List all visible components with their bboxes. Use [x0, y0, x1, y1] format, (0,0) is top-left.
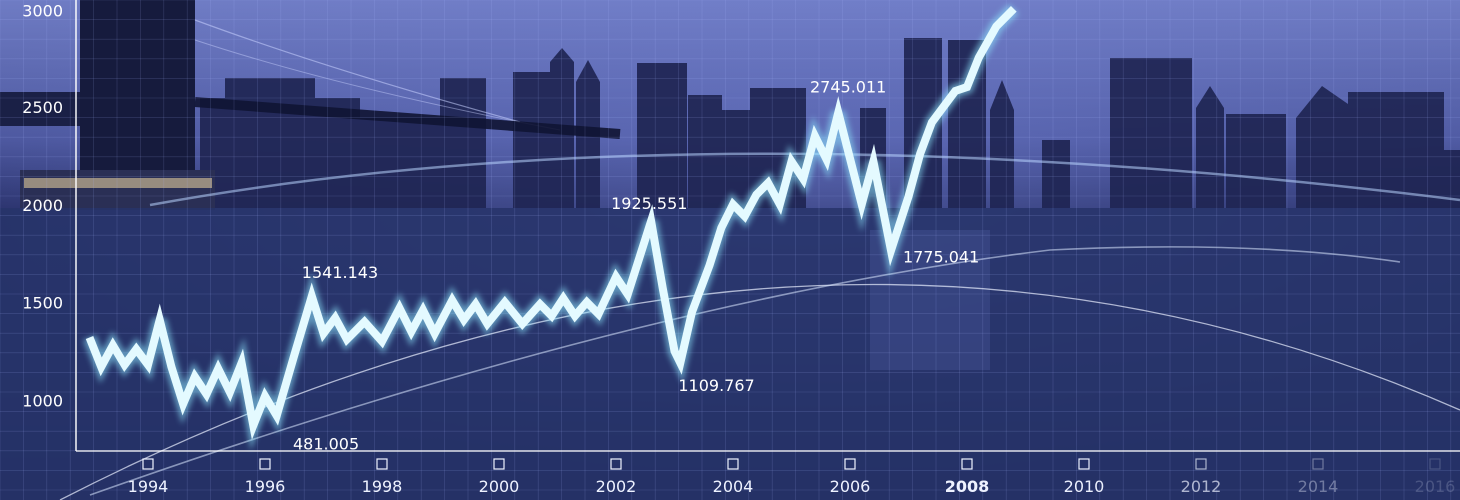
x-tick-marker — [610, 458, 622, 470]
decor-arc-lower — [89, 246, 1401, 496]
y-tick-label: 1000 — [22, 392, 63, 411]
x-tick-label: 2010 — [1064, 477, 1105, 496]
y-axis-ticks: 1000 1500 2000 2500 3000 — [22, 2, 63, 411]
y-tick-label: 1500 — [22, 294, 63, 313]
x-tick-marker — [259, 458, 271, 470]
y-tick-label: 2500 — [22, 98, 63, 117]
x-tick-label: 2014 — [1298, 477, 1339, 496]
x-tick-label: 2000 — [479, 477, 520, 496]
x-tick-marker — [142, 458, 154, 470]
x-tick-label: 2012 — [1181, 477, 1222, 496]
series-group — [82, 3, 1019, 451]
x-tick-marker — [376, 458, 388, 470]
data-label: 1775.041 — [903, 247, 979, 266]
decor-arc-upper — [149, 152, 1460, 207]
data-label: 1109.767 — [678, 376, 754, 395]
x-tick-label: 2004 — [713, 477, 754, 496]
data-label: 1541.143 — [302, 263, 378, 282]
x-tick-label: 2002 — [596, 477, 637, 496]
pier — [20, 170, 215, 210]
x-tick-marker — [1078, 458, 1090, 470]
y-tick-label: 2000 — [22, 196, 63, 215]
data-label: 2745.011 — [810, 78, 886, 97]
series-line — [85, 5, 1017, 440]
pier-lights — [24, 178, 212, 188]
x-tick-marker — [1195, 458, 1207, 470]
x-tick-label: 2008 — [945, 477, 990, 496]
x-axis-ticks: 1994 1996 1998 2000 2002 2004 2006 2008 2010 2012… — [128, 458, 1456, 496]
chart-axes — [75, 0, 1460, 452]
water — [0, 208, 1460, 500]
x-tick-label: 1994 — [128, 477, 169, 496]
x-tick-marker — [1312, 458, 1324, 470]
data-label: 1925.551 — [611, 194, 687, 213]
data-label: 481.005 — [293, 434, 359, 453]
x-tick-label: 2006 — [830, 477, 871, 496]
data-labels: 481.005 1541.143 1109.767 1925.551 2745.011 1… — [293, 78, 979, 454]
y-tick-label: 3000 — [22, 2, 63, 21]
x-tick-marker — [844, 458, 856, 470]
x-tick-label: 1998 — [362, 477, 403, 496]
x-tick-marker — [493, 458, 505, 470]
x-tick-label: 2016 — [1415, 477, 1456, 496]
x-tick-marker — [727, 458, 739, 470]
x-tick-marker — [961, 458, 973, 470]
x-tick-label: 1996 — [245, 477, 286, 496]
x-tick-marker — [1429, 458, 1441, 470]
